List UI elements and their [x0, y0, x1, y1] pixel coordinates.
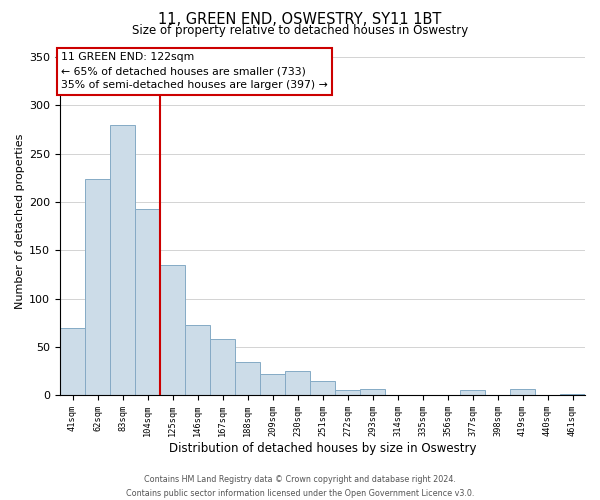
Bar: [210, 339, 235, 395]
Bar: [360, 390, 385, 395]
Bar: [335, 390, 360, 395]
Bar: [560, 394, 585, 395]
Bar: [310, 380, 335, 395]
Bar: [460, 390, 485, 395]
Bar: [85, 179, 110, 395]
Bar: [510, 390, 535, 395]
Bar: [285, 371, 310, 395]
Bar: [60, 328, 85, 395]
Text: 11 GREEN END: 122sqm
← 65% of detached houses are smaller (733)
35% of semi-deta: 11 GREEN END: 122sqm ← 65% of detached h…: [61, 52, 328, 90]
Text: 11, GREEN END, OSWESTRY, SY11 1BT: 11, GREEN END, OSWESTRY, SY11 1BT: [158, 12, 442, 28]
Bar: [235, 362, 260, 395]
Bar: [135, 209, 160, 395]
Bar: [185, 324, 210, 395]
X-axis label: Distribution of detached houses by size in Oswestry: Distribution of detached houses by size …: [169, 442, 476, 455]
Bar: [160, 265, 185, 395]
Bar: [110, 125, 135, 395]
Text: Size of property relative to detached houses in Oswestry: Size of property relative to detached ho…: [132, 24, 468, 37]
Text: Contains HM Land Registry data © Crown copyright and database right 2024.
Contai: Contains HM Land Registry data © Crown c…: [126, 476, 474, 498]
Bar: [260, 374, 285, 395]
Y-axis label: Number of detached properties: Number of detached properties: [15, 134, 25, 309]
